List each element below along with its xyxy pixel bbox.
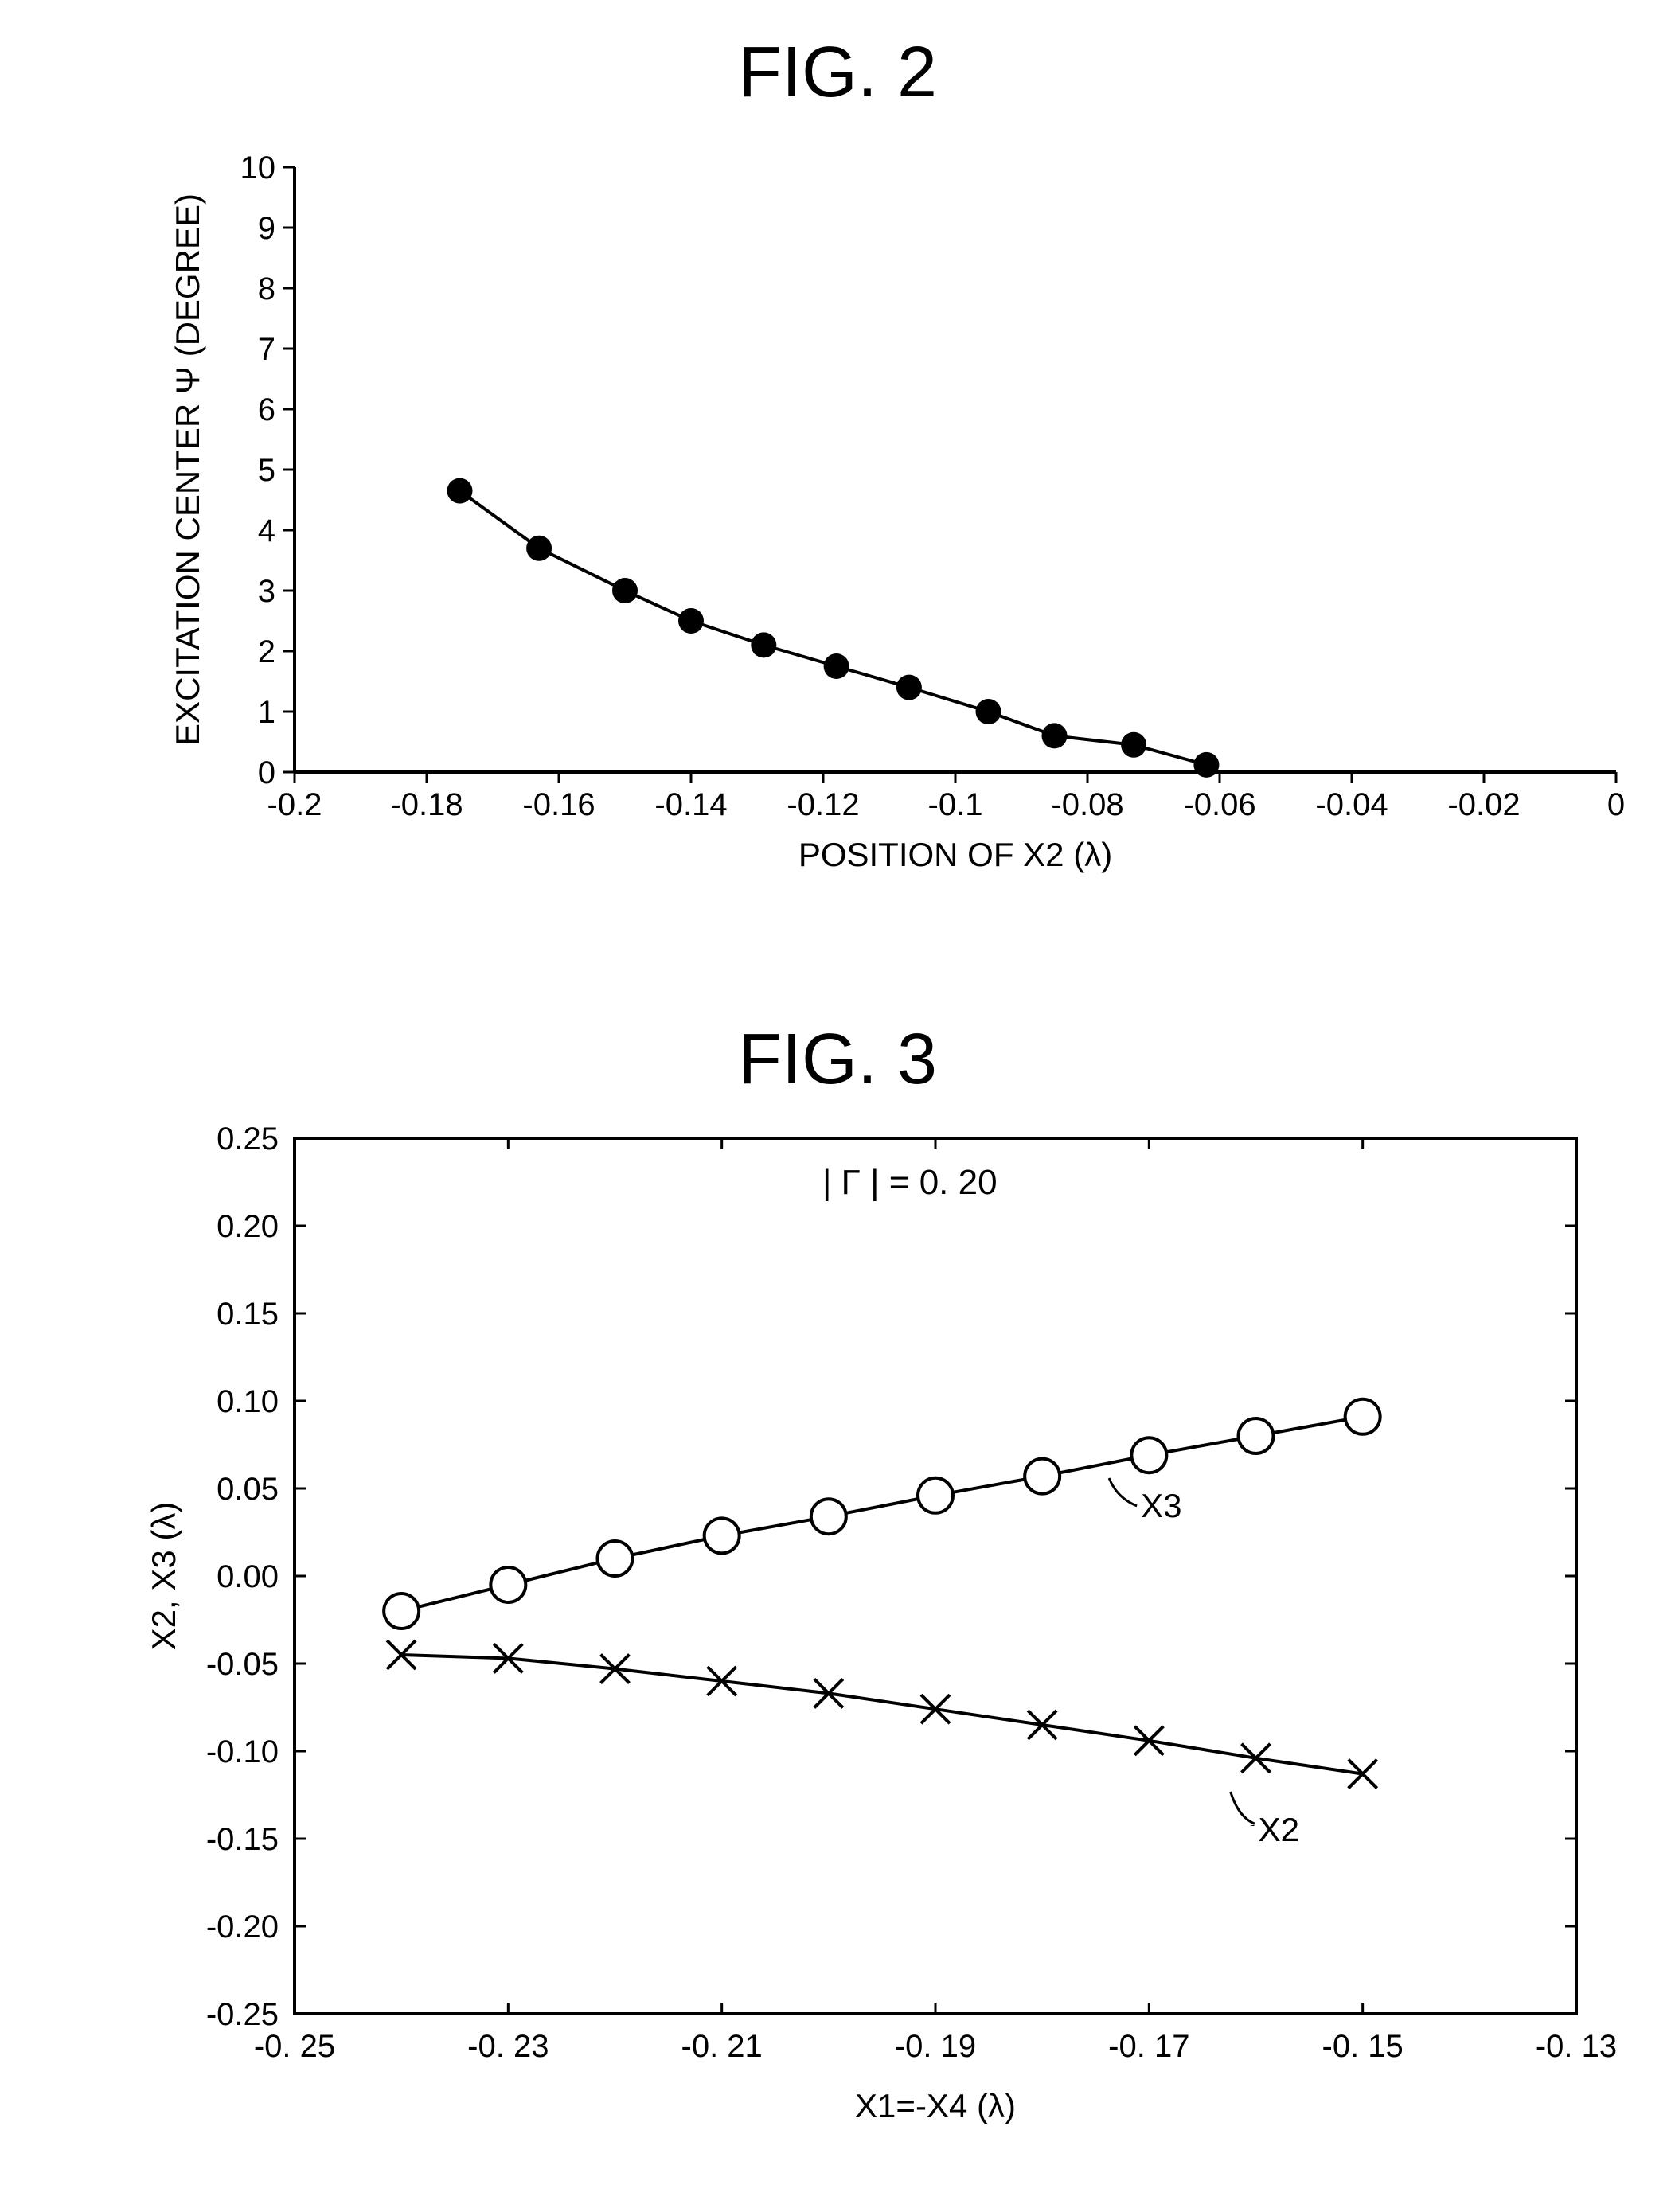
svg-text:0.00: 0.00 — [217, 1559, 279, 1594]
svg-text:0.05: 0.05 — [217, 1472, 279, 1507]
svg-text:-0.15: -0.15 — [206, 1822, 279, 1857]
svg-text:-0. 13: -0. 13 — [1536, 2029, 1617, 2064]
svg-text:X1=-X4 (λ): X1=-X4 (λ) — [855, 2087, 1016, 2124]
svg-text:-0. 15: -0. 15 — [1322, 2029, 1404, 2064]
svg-text:-0.25: -0.25 — [206, 1997, 279, 2032]
svg-text:-0. 17: -0. 17 — [1108, 2029, 1189, 2064]
svg-text:-0.05: -0.05 — [206, 1647, 279, 1682]
svg-text:X2, X3 (λ): X2, X3 (λ) — [145, 1502, 182, 1651]
figure3-chart: -0.25 -0.20 -0.15 -0.10 -0.05 0.00 0.05 0.10 0.1… — [0, 0, 1675, 2212]
svg-text:| Γ | = 0. 20: | Γ | = 0. 20 — [822, 1163, 998, 1202]
svg-text:-0. 21: -0. 21 — [681, 2029, 763, 2064]
svg-text:-0. 23: -0. 23 — [467, 2029, 549, 2064]
svg-text:X2: X2 — [1259, 1811, 1299, 1848]
svg-text:-0.20: -0.20 — [206, 1910, 279, 1945]
svg-text:0.25: 0.25 — [217, 1122, 279, 1157]
svg-text:0.20: 0.20 — [217, 1209, 279, 1244]
svg-text:X3: X3 — [1141, 1487, 1181, 1524]
svg-text:-0. 19: -0. 19 — [895, 2029, 976, 2064]
svg-text:0.10: 0.10 — [217, 1384, 279, 1419]
svg-text:0.15: 0.15 — [217, 1297, 279, 1332]
svg-text:-0.10: -0.10 — [206, 1734, 279, 1769]
page-root: FIG. 2 012345678910-0.2-0.18-0.16-0.14-0… — [0, 0, 1675, 2212]
svg-text:-0. 25: -0. 25 — [254, 2029, 335, 2064]
